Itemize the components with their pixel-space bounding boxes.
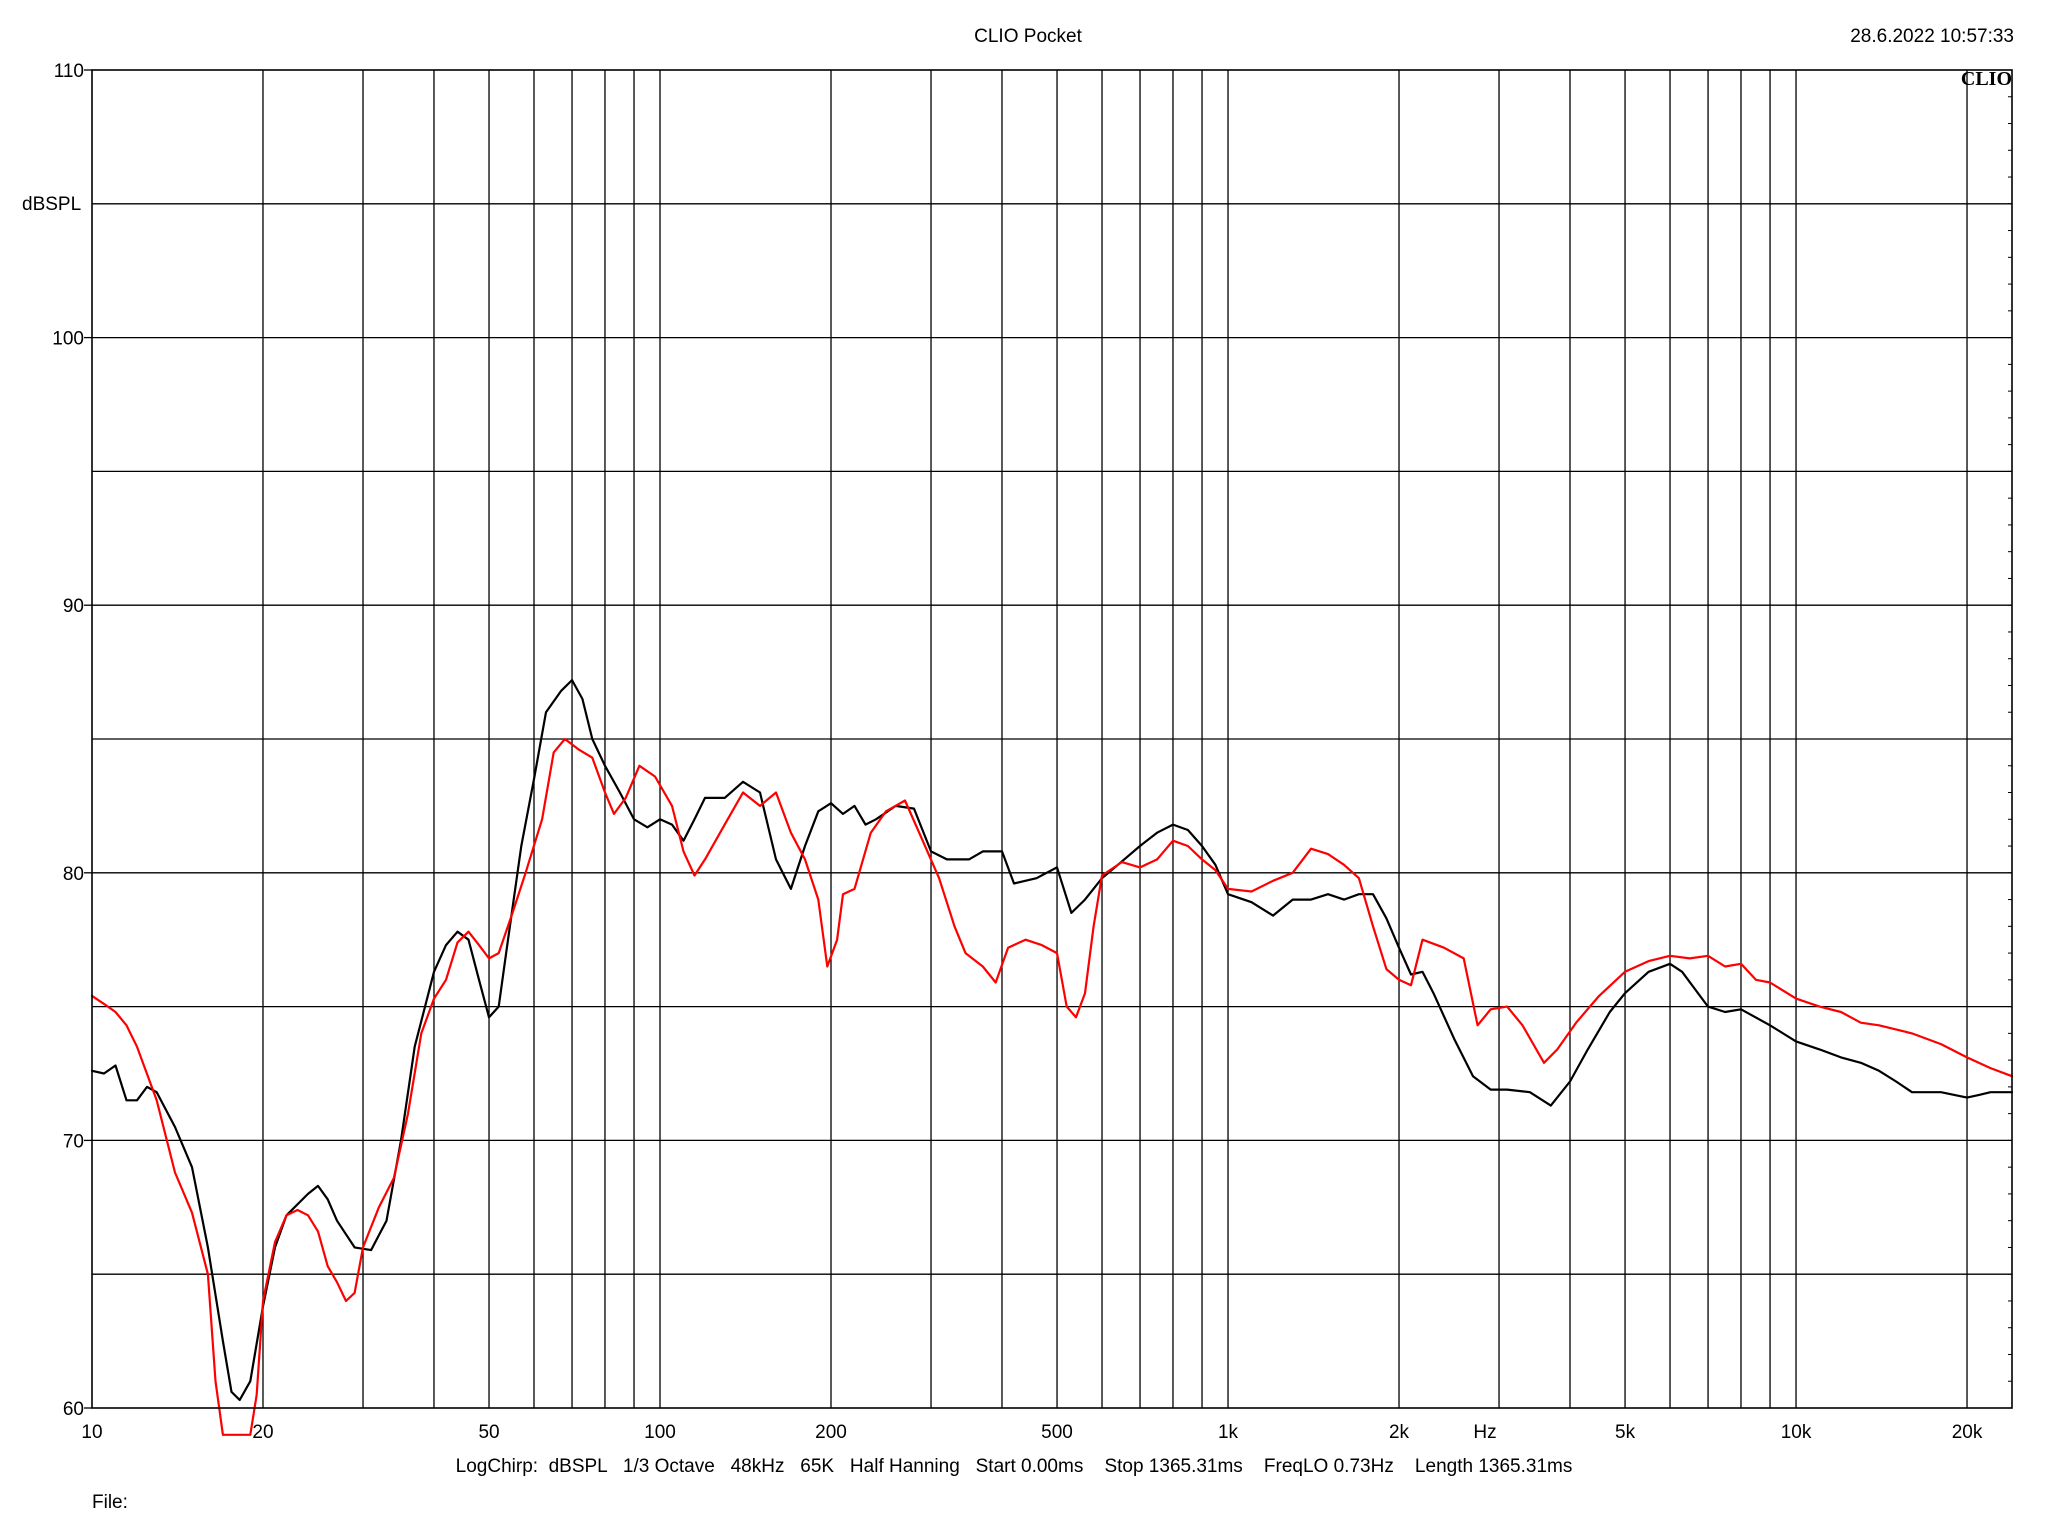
y-tick-label: 110	[54, 61, 84, 82]
horizontal-gridlines	[92, 203, 2012, 1275]
series-line-red	[90, 737, 2014, 1436]
plot-frame	[91, 69, 2013, 1409]
timestamp: 28.6.2022 10:57:33	[1850, 26, 2014, 47]
x-tick-label: 100	[644, 1422, 676, 1443]
x-tick-label: 20k	[1952, 1422, 1983, 1443]
x-tick-labels: 10 20 50 100 200 500 1k 2k 5k 10k 20k	[81, 1422, 1982, 1443]
x-axis-unit-label: Hz	[1473, 1422, 1496, 1443]
measurement-settings: LogChirp: dBSPL 1/3 Octave 48kHz 65K Hal…	[456, 1456, 1573, 1477]
x-tick-label: 500	[1041, 1422, 1073, 1443]
series-layer	[90, 679, 2014, 1436]
chart-title: CLIO Pocket	[974, 26, 1082, 47]
y-tick-label: 90	[63, 596, 84, 617]
x-tick-label: 10k	[1781, 1422, 1812, 1443]
clio-logo: CLIO	[1961, 68, 2012, 90]
x-tick-label: 20	[252, 1422, 273, 1443]
y-tick-label: 80	[63, 864, 84, 885]
y-tick-label: 70	[63, 1131, 84, 1152]
x-tick-label: 1k	[1218, 1422, 1239, 1443]
x-tick-label: 5k	[1615, 1422, 1636, 1443]
y-tick-labels: 60 70 80 90 100 110	[52, 61, 84, 1420]
x-tick-label: 2k	[1389, 1422, 1410, 1443]
x-tick-label: 200	[815, 1422, 847, 1443]
y-axis-label: dBSPL	[22, 194, 81, 215]
y-tick-label: 60	[63, 1399, 84, 1420]
x-tick-label: 10	[81, 1422, 102, 1443]
x-tick-label: 50	[478, 1422, 499, 1443]
file-label: File:	[92, 1492, 128, 1513]
y-tick-label: 100	[52, 329, 84, 350]
